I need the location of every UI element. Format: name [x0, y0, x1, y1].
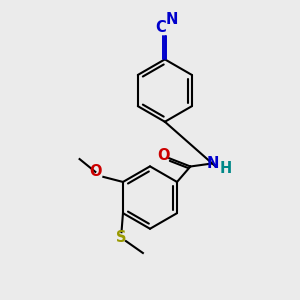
Text: H: H — [220, 161, 232, 176]
Text: S: S — [116, 230, 127, 245]
Text: C: C — [156, 20, 167, 35]
Text: N: N — [166, 12, 178, 27]
Text: O: O — [89, 164, 102, 179]
Text: O: O — [158, 148, 170, 163]
Text: N: N — [206, 156, 219, 171]
